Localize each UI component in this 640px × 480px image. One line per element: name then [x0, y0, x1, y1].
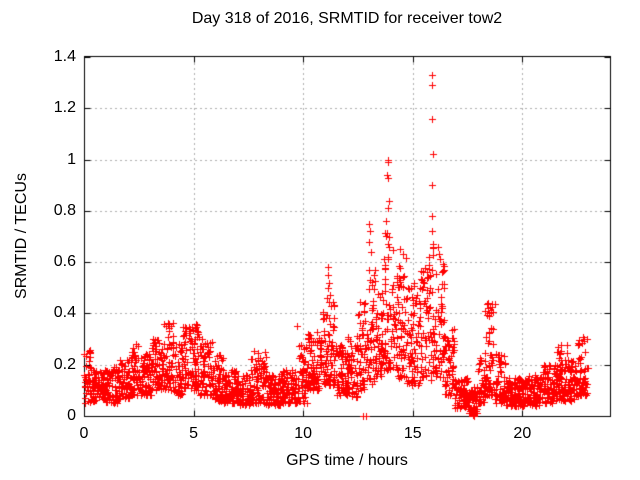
x-axis-label: GPS time / hours: [286, 452, 408, 469]
y-tick-label: 0.6: [53, 253, 76, 271]
x-tick-label: 10: [294, 425, 313, 442]
y-tick-label: 0.2: [53, 355, 76, 373]
y-tick-label: 1.4: [53, 48, 76, 65]
x-tick-label: 0: [79, 425, 89, 442]
y-tick-label: 1.2: [53, 99, 76, 117]
x-tick-label: 20: [513, 425, 532, 442]
x-tick-label: 15: [403, 425, 422, 442]
y-tick-label: 0.8: [53, 201, 76, 219]
y-tick-label: 0.4: [53, 304, 76, 322]
chart-title: Day 318 of 2016, SRMTID for receiver tow…: [191, 10, 503, 27]
y-tick-label: 1: [67, 150, 76, 168]
x-tick-label: 5: [189, 425, 199, 442]
y-tick-label: 0: [67, 407, 76, 424]
y-axis-label: SRMTID / TECUs: [13, 173, 30, 299]
